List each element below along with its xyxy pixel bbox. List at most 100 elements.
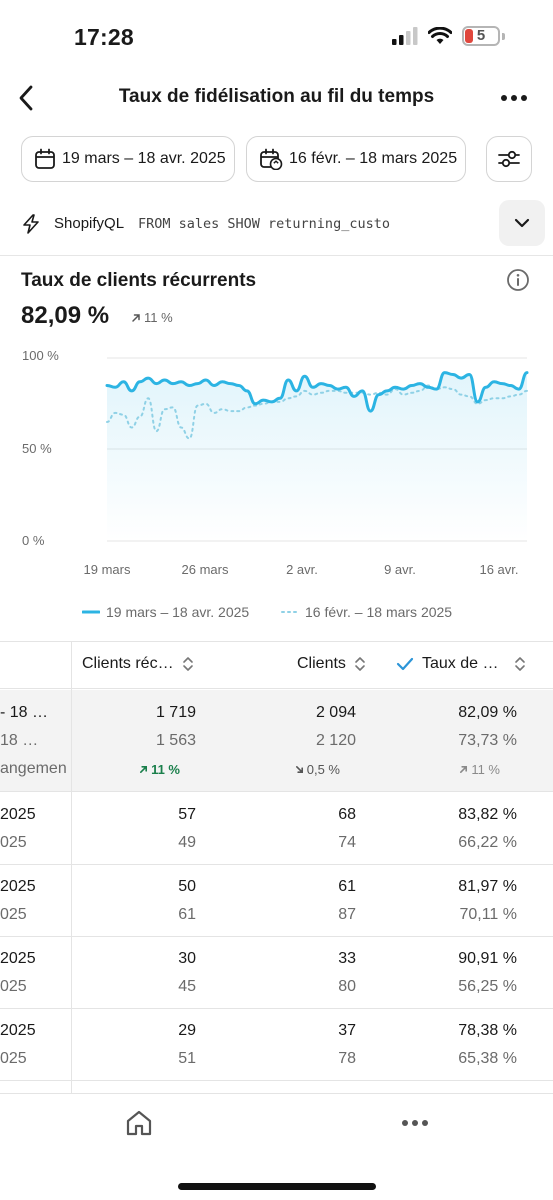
cell-value-comparison: 61 [178, 906, 196, 923]
cell-value-comparison: 73,73 % [458, 732, 517, 749]
column-header-taux[interactable]: Taux de … [396, 655, 526, 673]
metric-title: Taux de clients récurrents [21, 270, 257, 291]
calendar-icon [35, 148, 55, 169]
cell-value: 81,97 % [458, 878, 517, 895]
table-row[interactable]: 2025 025 57 49 68 74 83,82 % 66,22 % [0, 793, 553, 865]
series-line-primary [105, 371, 529, 413]
legend-solid-line-icon [82, 610, 100, 614]
calendar-compare-icon [260, 148, 283, 170]
home-button[interactable] [120, 1104, 158, 1142]
x-tick-label: 2 avr. [286, 562, 318, 577]
bottom-toolbar [0, 1093, 553, 1200]
series-line-comparison [106, 384, 528, 440]
cell-value: 82,09 % [458, 704, 517, 721]
lightning-icon [23, 214, 39, 234]
column-header-clients-recurrents[interactable]: Clients réc… [82, 655, 194, 673]
arrow-up-right-icon [132, 313, 140, 322]
table-header: Clients réc… Clients Taux de … [0, 642, 553, 689]
y-tick-label: 0 % [22, 533, 45, 548]
metric-change-value: 11 % [144, 310, 173, 325]
cell-value-comparison: 51 [178, 1050, 196, 1067]
legend-label: 16 févr. – 18 mars 2025 [305, 604, 453, 620]
row-label-change: angemen [0, 760, 67, 777]
cell-change: 11 % [400, 762, 500, 777]
cell-value: 1 719 [155, 704, 196, 721]
x-tick-label: 16 avr. [479, 562, 519, 577]
more-options-button[interactable] [497, 82, 531, 114]
bottom-more-button[interactable] [396, 1106, 434, 1140]
cell-value: 83,82 % [458, 806, 517, 823]
cellular-signal-icon [392, 27, 418, 45]
status-bar: 17:28 5 [0, 0, 553, 70]
row-label: 2025 [0, 1022, 36, 1039]
y-tick-label: 100 % [22, 348, 59, 363]
arrow-down-right-icon [295, 765, 303, 774]
filter-settings-button[interactable] [486, 136, 532, 182]
x-tick-label: 26 mars [181, 562, 229, 577]
cell-value: 68 [338, 806, 356, 823]
cell-value: 57 [178, 806, 196, 823]
metric-change: 11 % [131, 310, 173, 325]
cell-value-comparison: 66,22 % [458, 834, 517, 851]
cell-value: 30 [178, 950, 196, 967]
cell-value-comparison: 70,11 % [459, 906, 517, 923]
column-divider [71, 642, 72, 1093]
cell-value-comparison: 45 [178, 978, 196, 995]
info-icon[interactable] [506, 268, 530, 292]
column-header-clients[interactable]: Clients [297, 655, 366, 673]
sort-icon [515, 657, 526, 671]
cell-value: 33 [338, 950, 356, 967]
cell-value-comparison: 78 [338, 1050, 356, 1067]
ellipsis-icon [402, 1120, 428, 1126]
retention-chart: 100 % 50 % 0 % 19 mars 26 mars 2 avr. 9 … [0, 340, 553, 590]
sort-icon [355, 657, 365, 671]
arrow-up-right-icon [140, 765, 148, 774]
battery-icon: 5 [462, 26, 500, 46]
primary-date-range-label: 19 mars – 18 avr. 2025 [62, 150, 226, 167]
cell-change: 11 % [100, 762, 180, 777]
table-row[interactable]: 2025 025 29 51 37 78 78,38 % 65,38 % [0, 1009, 553, 1081]
row-label-comparison: 025 [0, 834, 27, 851]
legend-item-comparison: 16 févr. – 18 mars 2025 [281, 604, 452, 620]
chevron-left-icon [19, 85, 33, 111]
primary-date-range-button[interactable]: 19 mars – 18 avr. 2025 [21, 136, 235, 182]
back-button[interactable] [10, 80, 42, 116]
row-label-comparison: 18 … [0, 732, 39, 749]
cell-value-comparison: 74 [338, 834, 356, 851]
wifi-icon [428, 27, 452, 44]
legend-dotted-line-icon [281, 611, 299, 613]
row-label: 2025 [0, 950, 36, 967]
table-total-row[interactable]: - 18 … 18 … angemen 1 719 1 563 11 % 2 0… [0, 690, 553, 792]
cell-value: 78,38 % [458, 1022, 517, 1039]
row-label-comparison: 025 [0, 906, 27, 923]
divider [0, 255, 553, 256]
table-row[interactable]: 2025 025 50 61 61 87 81,97 % 70,11 % [0, 865, 553, 937]
cell-value: 29 [178, 1022, 196, 1039]
home-indicator [178, 1183, 376, 1190]
checkmark-icon [396, 657, 414, 671]
status-icons: 5 [392, 26, 505, 46]
cell-value-comparison: 2 120 [315, 732, 356, 749]
sliders-icon [498, 150, 520, 168]
x-tick-label: 19 mars [83, 562, 131, 577]
y-tick-label: 50 % [22, 441, 52, 456]
table-row[interactable]: 2025 025 30 45 33 80 90,91 % 56,25 % [0, 937, 553, 1009]
arrow-up-right-icon [460, 765, 468, 774]
comparison-date-range-button[interactable]: 16 févr. – 18 mars 2025 [246, 136, 466, 182]
home-icon [126, 1110, 152, 1136]
cell-change: 0,5 % [250, 762, 340, 777]
cell-value: 90,91 % [458, 950, 517, 967]
row-label-comparison: 025 [0, 978, 27, 995]
x-tick-label: 9 avr. [384, 562, 416, 577]
query-expand-button[interactable] [499, 200, 545, 246]
cell-value: 61 [338, 878, 356, 895]
chevron-down-icon [514, 218, 530, 228]
comparison-date-range-label: 16 févr. – 18 mars 2025 [289, 150, 458, 167]
cell-value: 37 [338, 1022, 356, 1039]
query-bar[interactable]: ShopifyQL FROM sales SHOW returning_cust… [0, 200, 553, 250]
cell-value: 50 [178, 878, 196, 895]
query-text: FROM sales SHOW returning_custo [138, 216, 390, 232]
cell-value-comparison: 56,25 % [458, 978, 517, 995]
metric-value: 82,09 % [21, 302, 110, 329]
query-language-label: ShopifyQL [54, 215, 125, 232]
